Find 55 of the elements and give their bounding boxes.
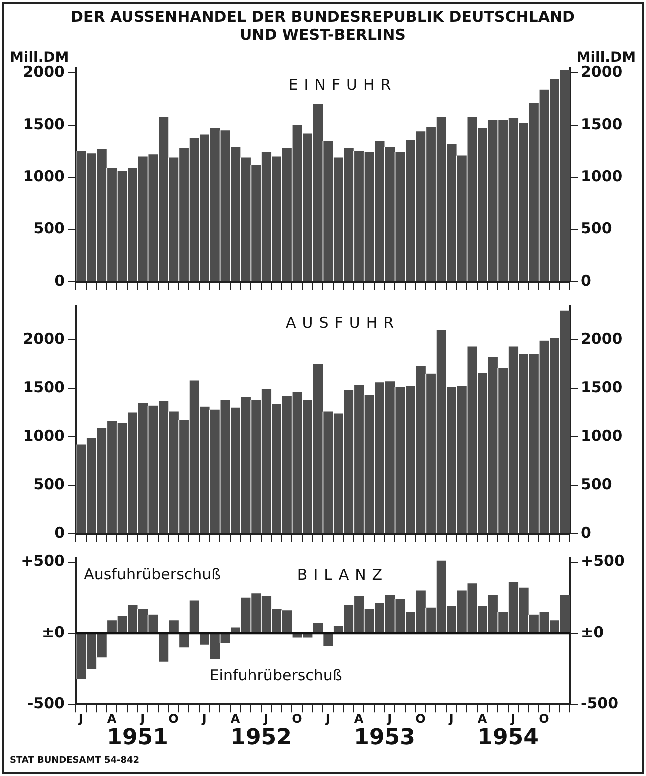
y-axis-title: Mill.DM — [10, 50, 70, 66]
annotation: Ausfuhrüberschuß — [84, 565, 222, 584]
chart-title: DER AUSSENHANDEL DER BUNDESREPUBLIK DEUTSCHLAND UND WEST-BERLINS — [70, 8, 576, 44]
x-tick-label: O — [416, 712, 426, 726]
text: EINFUHR — [288, 76, 398, 94]
x-tick-label: J — [201, 712, 207, 726]
y2-tick-label: 1000 — [581, 168, 623, 186]
y-tick-label: 0 — [54, 524, 65, 542]
x-tick-label: A — [478, 712, 488, 726]
x-tick-label: A — [107, 712, 118, 726]
text: AUSFUHR — [286, 314, 400, 332]
text: 1952 — [230, 726, 292, 751]
y2-tick-label: 1500 — [581, 115, 623, 134]
y2-tick-label: 500 — [581, 475, 612, 494]
text: BILANZ — [297, 566, 389, 584]
x-tick-label: J — [386, 712, 392, 726]
y2-tick-label: 1500 — [581, 378, 623, 396]
text: STAT BUNDESAMT 54-842 — [10, 756, 140, 766]
x-tick-label: J — [263, 712, 269, 726]
y-tick-label: 1500 — [23, 115, 65, 134]
y-tick-label: +500 — [21, 552, 65, 570]
y-tick-label: ±0 — [42, 623, 65, 642]
text: 1954 — [478, 726, 539, 751]
y-tick-label: 2000 — [23, 63, 65, 82]
y-tick-label: 1500 — [23, 378, 65, 396]
x-tick-label: A — [230, 712, 241, 726]
x-tick-label: O — [168, 712, 179, 726]
x-tick-label: J — [324, 712, 330, 726]
y-tick-label: 0 — [54, 272, 65, 290]
y-tick-label: 500 — [34, 475, 65, 494]
y2-axis-title: Mill.DM — [576, 50, 636, 66]
y-tick-label: 500 — [34, 220, 65, 238]
y2-tick-label: +500 — [581, 552, 625, 570]
text: 1953 — [354, 726, 416, 751]
x-tick-label: O — [292, 712, 302, 726]
y2-tick-label: 2000 — [581, 63, 623, 82]
y2-tick-label: 0 — [581, 524, 592, 542]
x-tick-label: J — [78, 712, 84, 726]
x-tick-label: J — [510, 712, 516, 726]
x-tick-label: A — [354, 712, 364, 726]
y2-tick-label: 1000 — [581, 426, 623, 445]
y-tick-label: -500 — [27, 694, 65, 712]
x-tick-label: O — [539, 712, 550, 726]
y2-tick-label: -500 — [581, 694, 619, 712]
x-tick-label: J — [448, 712, 454, 726]
y2-tick-label: ±0 — [581, 623, 604, 642]
y2-tick-label: 2000 — [581, 330, 623, 348]
y-tick-label: 1000 — [23, 426, 65, 445]
y2-tick-label: 0 — [581, 272, 592, 290]
x-tick-label: J — [140, 712, 146, 726]
y-tick-label: 2000 — [23, 330, 65, 348]
y2-tick-label: 500 — [581, 220, 612, 238]
y-tick-label: 1000 — [23, 168, 65, 186]
annotation: Einfuhrüberschuß — [210, 666, 342, 684]
text: 1951 — [107, 726, 168, 751]
